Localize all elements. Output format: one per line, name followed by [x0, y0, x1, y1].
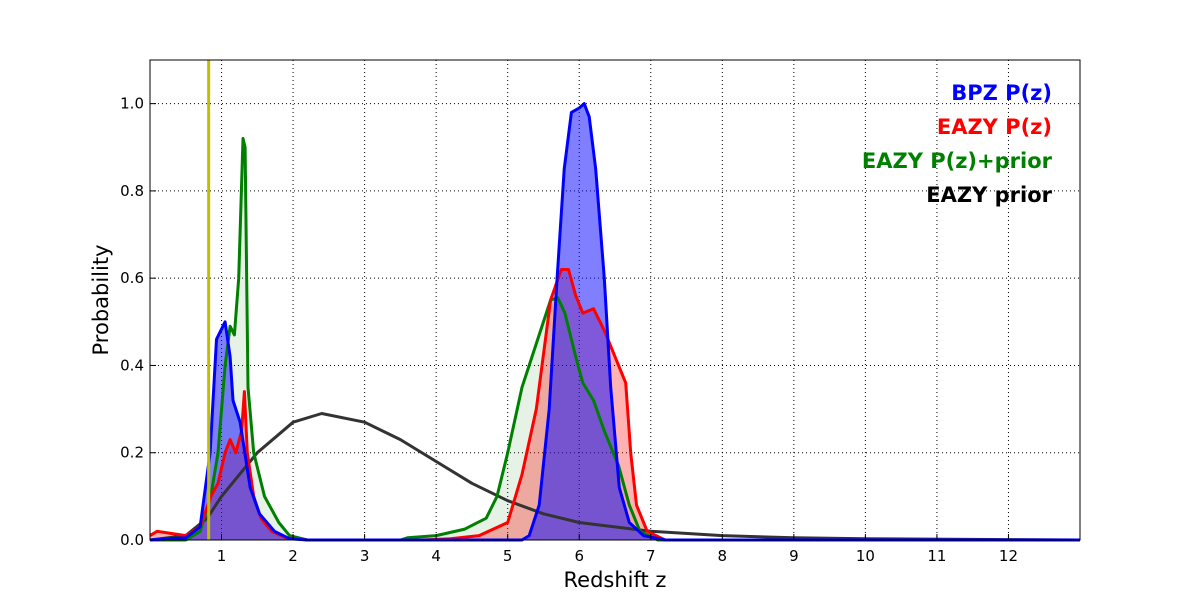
y-tick-label: 0.0: [120, 531, 144, 549]
eazy-p-z-fill: [150, 269, 1080, 540]
legend-entry: EAZY P(z): [937, 115, 1052, 139]
x-tick-label: 5: [503, 547, 513, 565]
x-ticks: 1 2 3 4 5 6 7 8 9 10 11 12: [217, 534, 1018, 565]
legend-entry: EAZY prior: [926, 183, 1052, 207]
x-tick-label: 8: [718, 547, 728, 565]
y-ticks: 0.0 0.2 0.4 0.6 0.8 1.0: [120, 95, 156, 549]
legend-entry: BPZ P(z): [951, 81, 1052, 105]
y-tick-label: 0.8: [120, 182, 144, 200]
eazy-p-z-prior-line: [150, 137, 1080, 542]
y-axis-label: Probability: [89, 244, 113, 355]
x-tick-label: 3: [360, 547, 370, 565]
plot-frame: [149, 59, 1081, 541]
legend-entry: EAZY P(z)+prior: [862, 149, 1053, 173]
series-lines: [149, 102, 1081, 542]
x-tick-label: 11: [927, 547, 946, 565]
x-tick-label: 1: [217, 547, 227, 565]
y-tick-label: 0.6: [120, 269, 144, 287]
x-tick-label: 4: [431, 547, 441, 565]
y-tick-label: 0.2: [120, 444, 144, 462]
x-tick-label: 2: [288, 547, 298, 565]
eazy-prior-line: [149, 412, 1081, 542]
x-axis-label: Redshift z: [564, 568, 667, 592]
x-tick-label: 10: [856, 547, 875, 565]
bpz-p-z-line: [149, 102, 1080, 542]
legend: BPZ P(z) EAZY P(z) EAZY P(z)+prior EAZY pri…: [862, 81, 1053, 207]
x-tick-label: 6: [574, 547, 584, 565]
y-tick-label: 0.4: [120, 356, 144, 374]
x-tick-label: 7: [646, 547, 656, 565]
x-tick-label: 12: [999, 547, 1018, 565]
x-tick-label: 9: [789, 547, 799, 565]
y-tick-label: 1.0: [120, 95, 144, 113]
